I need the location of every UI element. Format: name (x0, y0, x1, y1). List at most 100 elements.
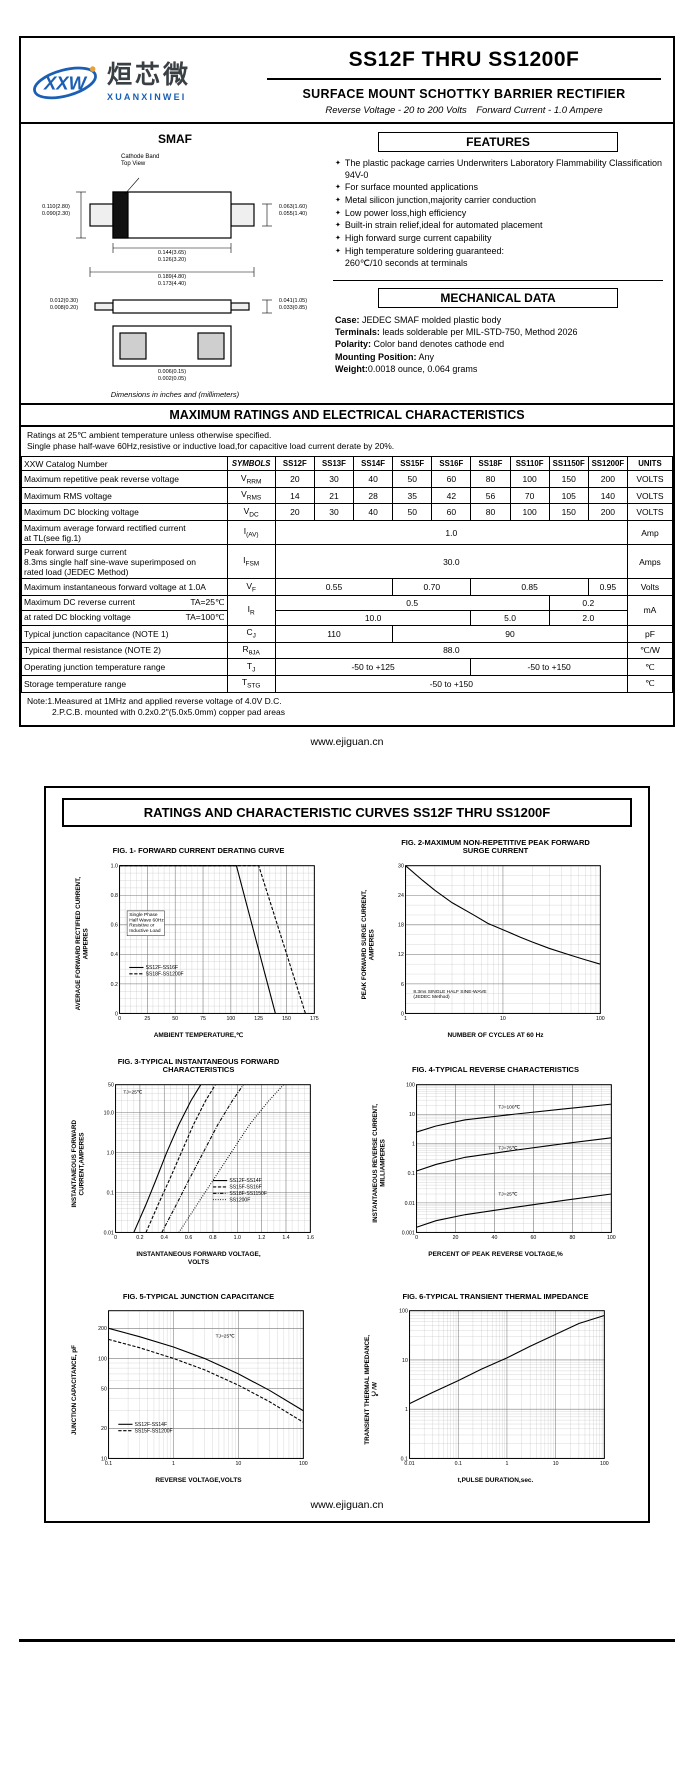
svg-text:10: 10 (500, 1016, 506, 1022)
svg-text:0.1: 0.1 (454, 1462, 461, 1468)
mechanical-row: Weight:0.0018 ounce, 0.064 grams (335, 363, 661, 375)
website-link-2[interactable]: www.ejiguan.cn (310, 1499, 384, 1512)
table-cell: ℃ (626, 674, 674, 693)
figure-1-ylabel: AVERAGE FORWARD RECTIFIED CURRENT, AMPER… (74, 877, 90, 1011)
table-cell: 100 (509, 503, 550, 522)
table-cell: 200 (587, 503, 628, 522)
svg-text:0.01: 0.01 (404, 1462, 414, 1468)
series-thermal-impedance (408, 1315, 605, 1405)
column-header: SS110F (509, 456, 550, 472)
svg-text:0: 0 (114, 1235, 117, 1241)
svg-text:25: 25 (144, 1016, 150, 1022)
brand-name-en: XUANXINWEI (107, 91, 187, 102)
annotation: 8.3ms SINGLE HALF SINE-WAVE (JEDEC Method… (413, 989, 486, 1000)
svg-text:50: 50 (108, 1082, 114, 1088)
svg-text:20: 20 (101, 1427, 107, 1433)
svg-text:1.0: 1.0 (107, 1150, 114, 1156)
mechanical-row: Case: JEDEC SMAF molded plastic body (335, 314, 661, 326)
svg-text:60: 60 (531, 1235, 537, 1241)
table-cell: 80 (470, 470, 511, 488)
figure-6-title: FIG. 6-TYPICAL TRANSIENT THERMAL IMPEDAN… (402, 1291, 589, 1301)
annotation: TJ=25℃ (124, 1089, 143, 1095)
legend: SS12F-SS14FSS15F-SS16FSS18F-SS1150FSS120… (213, 1178, 267, 1203)
table-cell: -50 to +125 (274, 658, 472, 676)
upper-columns: SMAF (21, 124, 673, 403)
svg-text:SS1200F: SS1200F (230, 1197, 251, 1203)
table-cell: 1.0 (274, 520, 628, 546)
svg-text:100: 100 (299, 1462, 308, 1468)
svg-text:10: 10 (101, 1457, 107, 1463)
plot-frame (408, 1310, 605, 1460)
table-cell: VOLTS (626, 503, 674, 522)
table-row: Maximum RMS voltage VRMS 14 21 28 35 42 56 70 105… (21, 486, 674, 505)
right-column: FEATURES ✦ The plastic package carries Un… (323, 124, 673, 403)
feature-text: Low power loss,high efficiency (344, 207, 467, 218)
table-cell: 105 (548, 486, 589, 505)
table-cell: 90 (392, 624, 628, 643)
tick-labels: 1 10 100 0 6 12 18 24 30 (398, 863, 605, 1022)
mechanical-label: Weight: (335, 363, 368, 374)
table-cell: -50 to +150 (470, 658, 628, 676)
major-grid (115, 1084, 311, 1233)
feature-text: Built-in strain relief,ideal for automat… (344, 220, 543, 231)
mechanical-label: Terminals: (335, 327, 380, 338)
condition-line-1: Ratings at 25℃ ambient temperature unles… (27, 430, 272, 440)
table-cell: 200 (587, 470, 628, 488)
table-cell: 0.55 (274, 578, 394, 596)
table-cell: 60 (431, 503, 472, 522)
svg-text:100: 100 (399, 1309, 408, 1315)
svg-text:0: 0 (115, 1011, 118, 1017)
figure-6: FIG. 6-TYPICAL TRANSIENT THERMAL IMPEDAN… (349, 1284, 642, 1485)
datasheet-page-2: RATINGS AND CHARACTERISTIC CURVES SS12F … (44, 785, 650, 1524)
plot-frame (115, 1084, 312, 1233)
table-cell: mA (626, 594, 674, 626)
plot-frame (416, 1083, 612, 1233)
annotation: Single Phase Half Wave 60Hz Resistive or In… (129, 911, 164, 933)
mechanical-value: JEDEC SMAF molded plastic body (359, 315, 502, 326)
table-cell: 14 (274, 486, 315, 505)
mechanical-label: Mounting Position: (335, 351, 417, 362)
mechanical-row: Mounting Position: Any (335, 351, 661, 363)
table-cell: Maximum RMS voltage (21, 486, 228, 505)
package-top-view (89, 191, 255, 239)
svg-text:10: 10 (235, 1462, 241, 1468)
svg-text:0.1: 0.1 (105, 1462, 112, 1468)
svg-text:1.0: 1.0 (234, 1235, 241, 1241)
table-cell: 30.0 (274, 544, 628, 580)
ratings-conditions: Ratings at 25℃ ambient temperature unles… (21, 427, 673, 456)
doc-tagline: Reverse Voltage - 20 to 200 Volts Forwar… (325, 105, 603, 116)
table-cell: Maximum DC blocking voltage (21, 503, 228, 522)
table-notes: Note:1.Measured at 1MHz and applied reve… (21, 693, 673, 725)
table-cell: Maximum average forward rectified curren… (21, 520, 228, 546)
svg-text:0.8: 0.8 (210, 1235, 217, 1241)
figure-3-xlabel: INSTANTANEOUS FORWARD VOLTAGE, VOLTS (136, 1250, 261, 1266)
svg-text:0.4: 0.4 (161, 1235, 168, 1241)
series-SS15F-SS1200F (108, 1339, 304, 1424)
table-cell: 88.0 (274, 641, 628, 660)
figure-6-ylabel: TRANSIENT THERMAL IMPEDANCE, ℃/W (364, 1335, 379, 1445)
feature-text: For surface mounted applications (344, 182, 478, 193)
annotation: TJ=25℃ (498, 1191, 517, 1197)
svg-text:6: 6 (401, 982, 404, 988)
website-link[interactable]: www.ejiguan.cn (310, 735, 384, 748)
figure-4-ylabel: INSTANTANEOUS REVERSE CURRENT, MILLIAMPE… (371, 1103, 387, 1223)
page-gap (0, 748, 694, 786)
title-block: SS12F THRU SS1200F SURFACE MOUNT SCHOTTK… (255, 38, 673, 122)
table-row: Peak forward surge current 8.3ms single … (21, 544, 674, 580)
table-cell: ℃/W (626, 641, 674, 660)
svg-text:10: 10 (402, 1358, 408, 1364)
figure-1: FIG. 1- FORWARD CURRENT DERATING CURVE A… (52, 839, 345, 1040)
curves-heading: RATINGS AND CHARACTERISTIC CURVES SS12F … (62, 797, 632, 827)
feature-item: ✦ Metal silicon junction,majority carrier… (335, 195, 663, 207)
table-row: Typical junction capacitance (NOTE 1) CJ 1… (21, 624, 674, 643)
cathode-band-label: Cathode Band Top View (121, 154, 160, 168)
features-list: ✦ The plastic package carries Underwriter… (333, 158, 663, 274)
svg-text:0.6: 0.6 (185, 1235, 192, 1241)
tick-labels: 0 0.2 0.4 0.6 0.8 1.0 1.2 1.4 1.6 0.01 0.1 1.0 10.0 5… (104, 1082, 314, 1241)
table-row: Maximum DC reverse current TA=25℃ IR 0.5 0.2… (21, 594, 674, 626)
svg-text:1.6: 1.6 (307, 1235, 314, 1241)
svg-text:75: 75 (200, 1016, 206, 1022)
svg-text:0.001: 0.001 (402, 1230, 415, 1236)
